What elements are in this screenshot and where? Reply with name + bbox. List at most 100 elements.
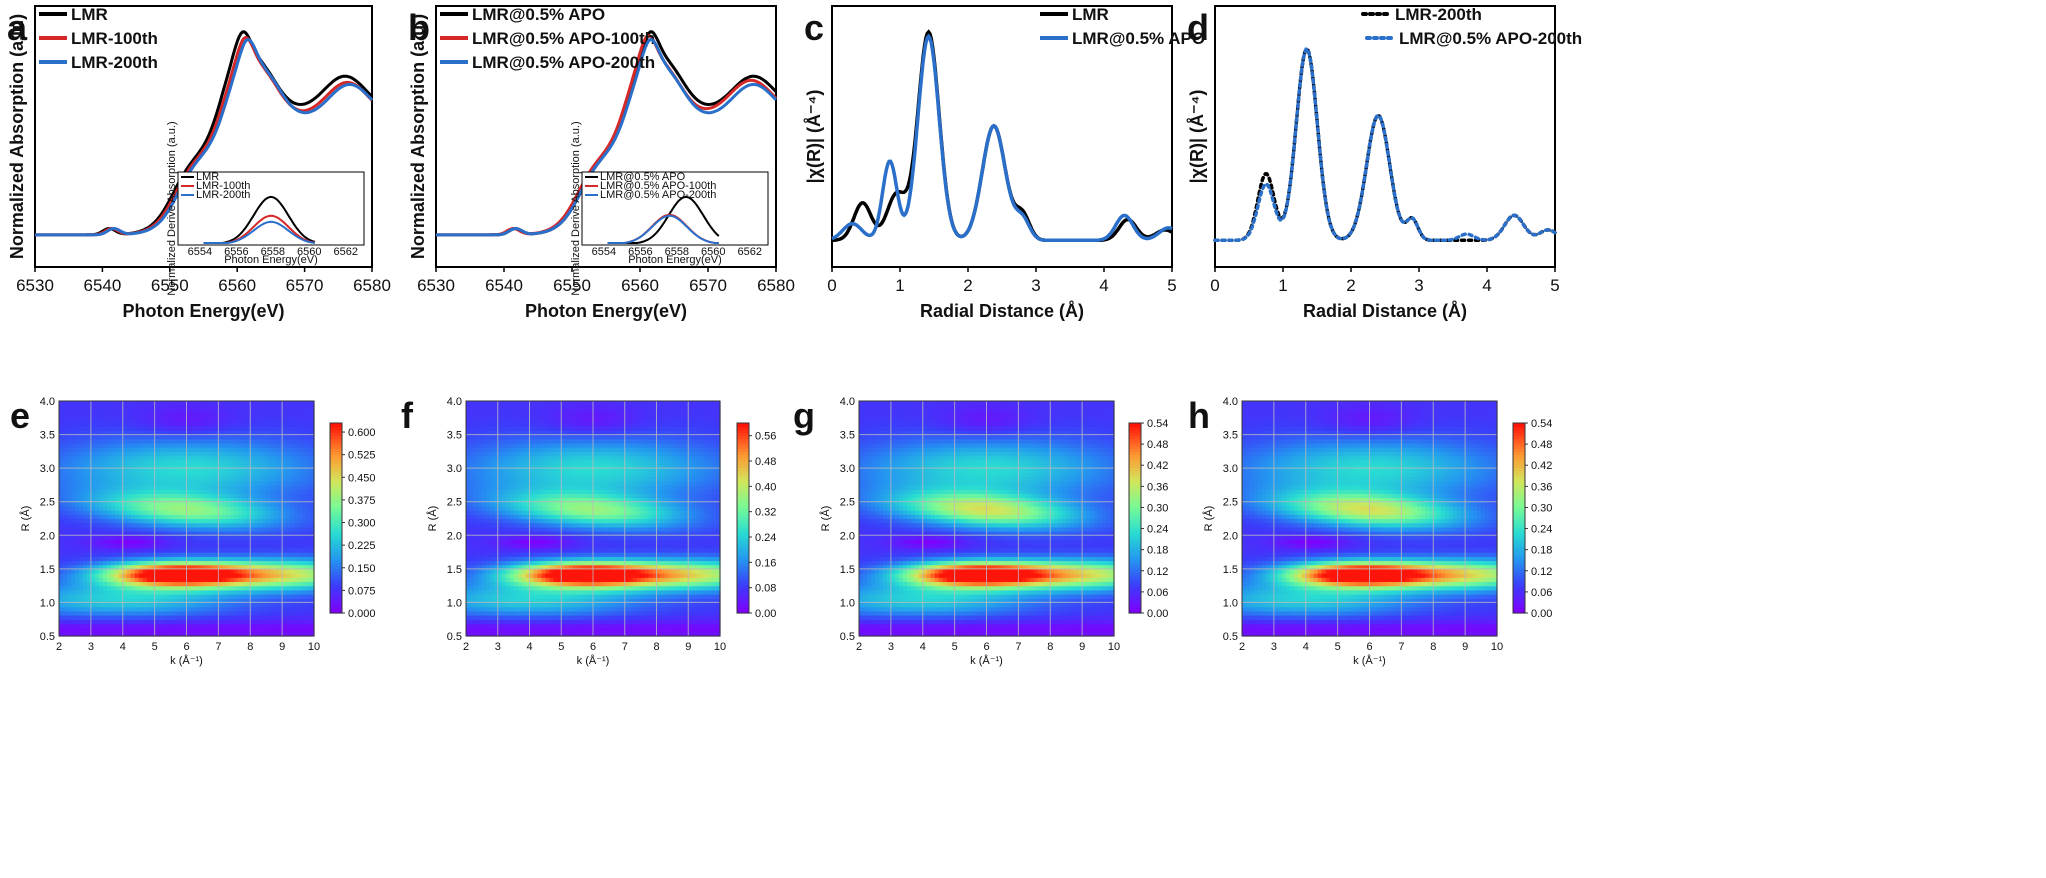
heatmap-cell — [294, 519, 299, 524]
heatmap-cell — [75, 611, 80, 616]
heatmap-cell — [254, 544, 259, 549]
heatmap-cell — [262, 548, 267, 553]
heatmap-cell — [107, 560, 112, 565]
heatmap-cell — [71, 548, 76, 553]
heatmap-cell — [290, 544, 295, 549]
inset: 6554 6556 6558 6560 6562Photon Energy(eV)Nor… — [166, 121, 364, 295]
heatmap-cell — [254, 527, 259, 532]
colorbar-tick-label: 0.300 — [348, 518, 376, 530]
heatmap-cell — [218, 451, 223, 456]
heatmap-cell — [179, 443, 184, 448]
heatmap-cell — [187, 586, 192, 591]
heatmap-cell — [123, 569, 128, 574]
heatmap-cell — [250, 472, 255, 477]
heatmap-cell — [103, 594, 108, 599]
heatmap-cell — [218, 456, 223, 461]
heatmap-cell — [99, 451, 104, 456]
heatmap-cell — [139, 628, 144, 633]
panel-d: d0 1 2 3 4 5Radial Distance (Å)|χ(R)| (Å⁻⁴)LM… — [1187, 5, 1582, 321]
heatmap-cell — [99, 519, 104, 524]
heatmap-cell — [218, 435, 223, 440]
heatmap-cell — [266, 527, 271, 532]
heatmap-cell — [83, 435, 88, 440]
heatmap-cell — [187, 426, 192, 431]
heatmap-cell — [107, 506, 112, 511]
heatmap-cell — [238, 519, 243, 524]
heatmap-cell — [210, 569, 215, 574]
heatmap-cell — [302, 623, 307, 628]
heatmap-cell — [262, 619, 267, 624]
x-tick-label: 5 — [152, 641, 158, 653]
heatmap-cell — [254, 611, 259, 616]
heatmap-cell — [175, 502, 180, 507]
heatmap-cell — [250, 548, 255, 553]
heatmap-cell — [298, 514, 303, 519]
heatmap-cell — [167, 569, 172, 574]
heatmap-cell — [533, 586, 538, 591]
heatmap-cell — [111, 552, 116, 557]
heatmap-cell — [143, 405, 148, 410]
heatmap-cell — [306, 556, 311, 561]
heatmap-cell — [115, 506, 120, 511]
heatmap-cell — [262, 510, 267, 515]
heatmap-cell — [171, 514, 176, 519]
heatmap-cell — [262, 556, 267, 561]
heatmap-cell — [206, 426, 211, 431]
heatmap-cell — [518, 435, 523, 440]
heatmap-cell — [83, 607, 88, 612]
heatmap-cell — [537, 422, 542, 427]
heatmap-cell — [198, 493, 203, 498]
heatmap-cell — [206, 405, 211, 410]
heatmap-cell — [490, 485, 495, 490]
heatmap-cell — [230, 581, 235, 586]
heatmap-cell — [541, 628, 546, 633]
heatmap-cell — [506, 456, 511, 461]
heatmap-cell — [502, 514, 507, 519]
heatmap-cell — [79, 439, 84, 444]
heatmap-cell — [510, 611, 515, 616]
heatmap-cell — [238, 443, 243, 448]
heatmap-cell — [218, 472, 223, 477]
heatmap-cell — [466, 414, 471, 419]
heatmap-cell — [506, 581, 511, 586]
heatmap-cell — [518, 502, 523, 507]
heatmap-cell — [175, 607, 180, 612]
heatmap-cell — [266, 577, 271, 582]
heatmap-cell — [498, 628, 503, 633]
heatmap-cell — [167, 439, 172, 444]
heatmap-cell — [482, 628, 487, 633]
heatmap-cell — [286, 477, 291, 482]
heatmap-cell — [510, 560, 515, 565]
heatmap-cell — [306, 481, 311, 486]
heatmap-cell — [123, 544, 128, 549]
heatmap-cell — [147, 405, 152, 410]
heatmap-cell — [506, 560, 511, 565]
heatmap-cell — [71, 569, 76, 574]
heatmap-cell — [514, 586, 519, 591]
heatmap-cell — [306, 460, 311, 465]
heatmap-cell — [187, 544, 192, 549]
heatmap-cell — [282, 602, 287, 607]
heatmap-cell — [490, 414, 495, 419]
heatmap-cell — [286, 581, 291, 586]
heatmap-cell — [127, 581, 132, 586]
heatmap-cell — [107, 577, 112, 582]
heatmap-cell — [290, 552, 295, 557]
heatmap-cell — [490, 447, 495, 452]
heatmap-cell — [533, 514, 538, 519]
heatmap-cell — [123, 510, 128, 515]
heatmap-cell — [306, 443, 311, 448]
heatmap-cell — [147, 426, 152, 431]
heatmap-cell — [478, 435, 483, 440]
heatmap-cell — [490, 556, 495, 561]
heatmap-cell — [218, 489, 223, 494]
heatmap-cell — [254, 548, 259, 553]
colorbar-tick-label: 0.075 — [348, 585, 376, 597]
heatmap-cell — [466, 581, 471, 586]
heatmap-cell — [282, 401, 287, 406]
heatmap-cell — [266, 628, 271, 633]
heatmap-cell — [270, 468, 275, 473]
heatmap-cell — [71, 535, 76, 540]
heatmap-cell — [510, 615, 515, 620]
heatmap-cell — [274, 405, 279, 410]
